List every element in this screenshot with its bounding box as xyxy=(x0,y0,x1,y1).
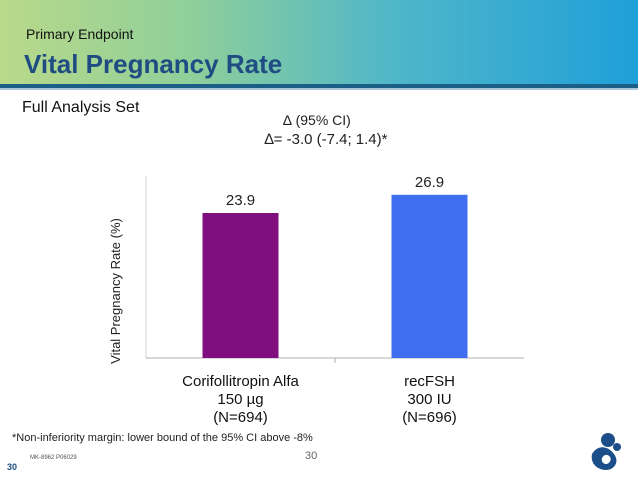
category-label-2-line-2: 300 IU xyxy=(407,391,451,408)
footnote: *Non-inferiority margin: lower bound of … xyxy=(12,432,313,444)
category-label-2-line-1: recFSH xyxy=(404,373,455,390)
bar-2 xyxy=(391,194,468,358)
header-rule xyxy=(0,84,638,88)
header-banner xyxy=(0,0,638,88)
y-axis-label: Vital Pregnancy Rate (%) xyxy=(108,218,123,364)
page-number-center: 30 xyxy=(305,450,318,462)
bar-data-label-2: 26.9 xyxy=(415,174,444,191)
merck-logo-icon xyxy=(591,433,621,470)
document-code: MK-8962 P06029 xyxy=(30,455,77,461)
category-label-1-line-2: 150 µg xyxy=(217,391,263,408)
page-number-left: 30 xyxy=(7,462,18,472)
header-rule-light xyxy=(0,88,638,90)
bar-1 xyxy=(202,213,279,358)
slide-subtitle: Primary Endpoint xyxy=(26,26,134,42)
category-label-1-line-3: (N=694) xyxy=(213,409,268,426)
bar-data-label-1: 23.9 xyxy=(226,192,255,209)
delta-ci-label: ∆ (95% CI) xyxy=(283,112,351,128)
category-label-1-line-1: Corifollitropin Alfa xyxy=(182,373,299,390)
analysis-set-label: Full Analysis Set xyxy=(22,99,140,116)
slide-title: Vital Pregnancy Rate xyxy=(24,49,283,79)
delta-value-label: ∆= -3.0 (-7.4; 1.4)* xyxy=(264,131,388,148)
category-label-2-line-3: (N=696) xyxy=(402,409,457,426)
